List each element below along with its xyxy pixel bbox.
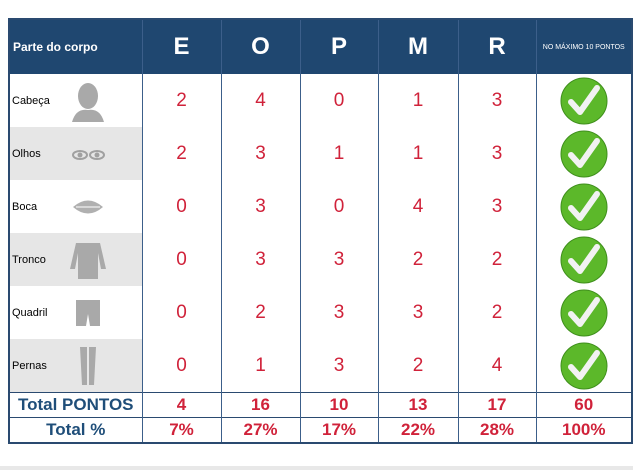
body-part-label: Cabeça (12, 94, 50, 107)
totals-cell: 13 (377, 392, 458, 418)
percent-cell: 17% (299, 417, 378, 443)
status-cell (535, 74, 632, 127)
body-part-label: Boca (12, 200, 38, 213)
percent-cell: 22% (377, 417, 458, 443)
score-cell: 0 (141, 233, 221, 286)
table-row: Quadril 0 2 3 3 2 (8, 286, 632, 339)
totals-cell: 10 (299, 392, 378, 418)
mouth-icon (68, 186, 108, 231)
status-cell (535, 286, 632, 339)
score-cell: 3 (457, 127, 536, 180)
body-part-label: Olhos (12, 147, 41, 160)
percent-label: Total % (8, 417, 142, 443)
table-row: Olhos 2 3 1 1 3 (8, 127, 632, 180)
score-cell: 2 (377, 233, 458, 286)
status-cell (535, 127, 632, 180)
body-part-cell: Quadril (8, 286, 142, 339)
score-cell: 3 (220, 180, 300, 233)
score-cell: 2 (457, 286, 536, 339)
score-cell: 2 (377, 339, 458, 393)
score-cell: 1 (377, 74, 458, 127)
totals-label: Total PONTOS (8, 392, 142, 418)
body-part-cell: Olhos (8, 127, 142, 180)
score-cell: 2 (141, 74, 221, 127)
table-row: Cabeça 2 4 0 1 3 (8, 74, 632, 127)
header-row: Parte do corpo E O P M R NO MÁXIMO 10 PO… (8, 19, 632, 74)
score-cell: 2 (457, 233, 536, 286)
status-cell (535, 180, 632, 233)
hip-icon (68, 292, 108, 337)
percent-cell: 28% (457, 417, 536, 443)
col-r-header: R (457, 19, 536, 74)
body-part-label: Tronco (12, 253, 46, 266)
legs-icon (68, 345, 108, 390)
percent-row: Total % 7% 27% 17% 22% 28% 100% (8, 417, 632, 443)
body-part-label: Quadril (12, 306, 48, 319)
score-cell: 0 (141, 339, 221, 393)
head-icon (68, 80, 108, 125)
body-part-cell: Boca (8, 180, 142, 233)
score-cell: 3 (220, 127, 300, 180)
col-m-header: M (377, 19, 458, 74)
totals-row: Total PONTOS 4 16 10 13 17 60 (8, 392, 632, 418)
score-cell: 0 (141, 286, 221, 339)
score-cell: 0 (141, 180, 221, 233)
score-cell: 0 (299, 180, 378, 233)
table-row: Pernas 0 1 3 2 4 (8, 339, 632, 393)
score-cell: 1 (377, 127, 458, 180)
totals-cell: 4 (141, 392, 221, 418)
score-cell: 2 (220, 286, 300, 339)
col-o-header: O (220, 19, 300, 74)
body-part-label: Pernas (12, 359, 47, 372)
score-cell: 3 (377, 286, 458, 339)
score-cell: 3 (299, 233, 378, 286)
table-row: Boca 0 3 0 4 3 (8, 180, 632, 233)
status-cell (535, 233, 632, 286)
totals-cell: 60 (535, 392, 632, 418)
percent-cell: 7% (141, 417, 221, 443)
percent-cell: 100% (535, 417, 632, 443)
totals-cell: 17 (457, 392, 536, 418)
bottom-divider (0, 466, 633, 470)
check-icon (559, 342, 609, 389)
score-cell: 4 (220, 74, 300, 127)
score-table: Parte do corpo E O P M R NO MÁXIMO 10 PO… (8, 18, 633, 444)
totals-cell: 16 (220, 392, 300, 418)
torso-icon (68, 239, 108, 284)
body-part-cell: Tronco (8, 233, 142, 286)
score-cell: 3 (220, 233, 300, 286)
score-cell: 1 (220, 339, 300, 393)
score-cell: 1 (299, 127, 378, 180)
score-cell: 3 (299, 339, 378, 393)
table-row: Tronco 0 3 3 2 2 (8, 233, 632, 286)
check-icon (559, 289, 609, 336)
check-icon (559, 77, 609, 124)
check-icon (559, 183, 609, 230)
score-cell: 3 (457, 180, 536, 233)
score-cell: 2 (141, 127, 221, 180)
body-part-cell: Cabeça (8, 74, 142, 127)
score-cell: 3 (299, 286, 378, 339)
check-icon (559, 236, 609, 283)
score-cell: 3 (457, 74, 536, 127)
eyes-icon (68, 133, 108, 178)
body-part-cell: Pernas (8, 339, 142, 393)
col-p-header: P (299, 19, 378, 74)
check-icon (559, 130, 609, 177)
percent-cell: 27% (220, 417, 300, 443)
max-header: NO MÁXIMO 10 PONTOS (535, 19, 632, 74)
score-cell: 4 (457, 339, 536, 393)
score-cell: 4 (377, 180, 458, 233)
status-cell (535, 339, 632, 393)
col-e-header: E (141, 19, 221, 74)
score-cell: 0 (299, 74, 378, 127)
part-header: Parte do corpo (8, 19, 142, 74)
